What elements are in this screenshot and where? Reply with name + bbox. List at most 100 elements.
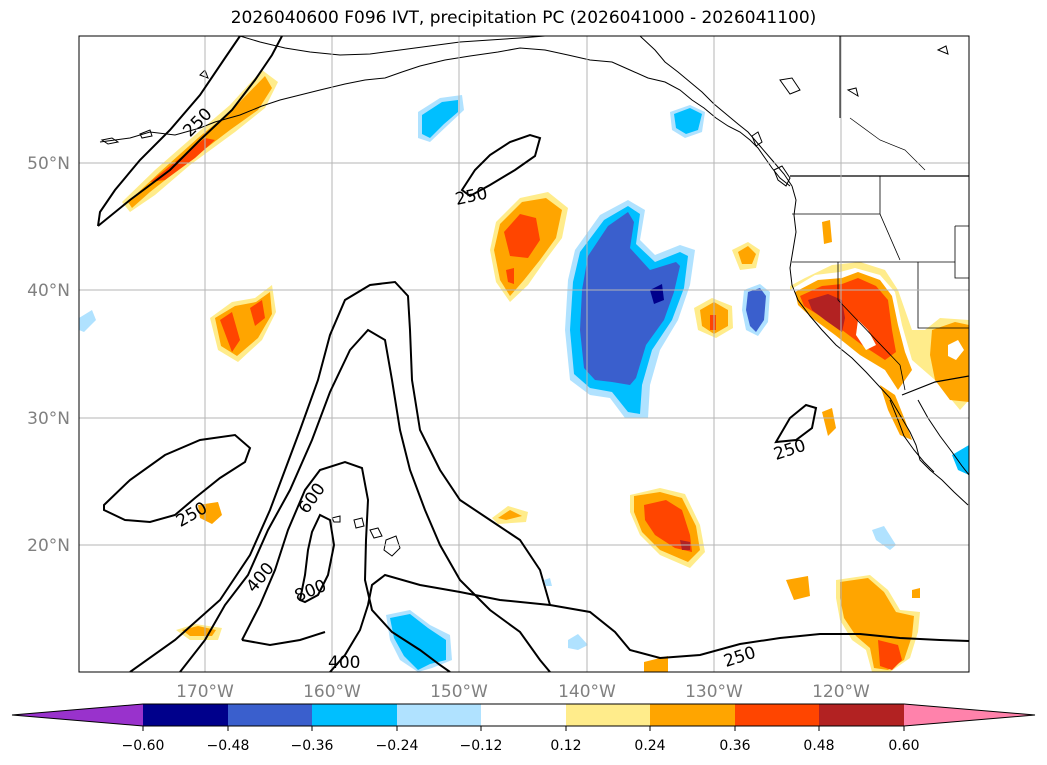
colorbar-tick-label: −0.24 xyxy=(376,738,419,754)
precip-region-132w-22n-core xyxy=(644,500,692,552)
lon-label: 120°W xyxy=(812,682,870,702)
coastline-us-west xyxy=(789,185,969,506)
island-aleutian-2 xyxy=(139,129,153,139)
precip-region-133w-10n xyxy=(644,656,668,672)
precip-region-118w-13n-inner xyxy=(840,578,914,670)
island-hawaii-4 xyxy=(331,515,341,523)
map-area xyxy=(79,36,969,672)
precip-region-az-blob-core xyxy=(948,340,964,360)
island-ak-pen xyxy=(199,69,209,79)
colorbar-tick-label: −0.36 xyxy=(291,738,334,754)
precip-region-170w-22n xyxy=(198,502,222,524)
lat-label: 20°N xyxy=(27,536,70,556)
island-hawaii-1 xyxy=(353,517,365,529)
colorbar-segment xyxy=(143,704,228,726)
island-haida xyxy=(751,131,763,147)
precip-region-141w-13n xyxy=(568,634,588,650)
lon-label: 130°W xyxy=(685,682,743,702)
precip-shading-negative xyxy=(79,95,969,672)
ivt-contour-600 xyxy=(241,460,451,672)
colorbar-segment xyxy=(312,704,397,726)
map-title: 2026040600 F096 IVT, precipitation PC (2… xyxy=(230,8,817,28)
ivt-contour-250-east xyxy=(774,403,818,444)
colorbar-tick-label: 0.60 xyxy=(888,738,919,754)
colorbar-extend-high xyxy=(904,704,1035,726)
precip-region-146w-42n-core xyxy=(504,214,540,284)
colorbar-tick-label: 0.36 xyxy=(719,738,750,754)
coastline-bc xyxy=(639,36,793,187)
colorbar-segment xyxy=(735,704,819,726)
colorbar-segment xyxy=(481,704,566,726)
coastline-baja xyxy=(889,399,935,473)
precip-region-127w-43n-inner xyxy=(738,246,756,264)
colorbar-tick-label: 0.24 xyxy=(634,738,665,754)
latitude-labels: 20°N 30°N 40°N 50°N xyxy=(27,154,70,556)
colorbar-tick-label: −0.48 xyxy=(207,738,250,754)
colorbar-tick-label: 0.48 xyxy=(803,738,834,754)
ivt-contour-250-south xyxy=(329,573,969,672)
precip-region-180w-38n xyxy=(79,310,96,332)
precip-region-152w-52n-inner xyxy=(422,100,458,138)
precip-region-125w-29n xyxy=(822,408,836,436)
ivt-contour-800 xyxy=(298,513,336,604)
colorbar-segment xyxy=(397,704,481,726)
island-aleutian-1 xyxy=(100,137,120,145)
precip-region-az-blob xyxy=(930,322,969,402)
border-ut xyxy=(917,262,969,329)
contour-label: 800 xyxy=(292,576,330,607)
precip-region-170w-13n-inner xyxy=(182,626,216,636)
precip-region-138w-35n-core xyxy=(580,212,680,385)
precip-region-118w-13n-core xyxy=(878,640,902,670)
island-small-3 xyxy=(846,87,859,98)
ivt-contour-250-west xyxy=(103,433,252,524)
precip-region-127w-38n-inner xyxy=(746,288,766,332)
border-ca-az xyxy=(899,364,906,391)
ivt-contour-250-central xyxy=(460,133,542,198)
colorbar: −0.60 −0.48 −0.36 −0.24 −0.12 0.12 0.24 … xyxy=(11,703,1036,754)
precip-region-168w-38n-core xyxy=(220,300,265,352)
ivt-contours xyxy=(97,36,969,672)
lon-label: 140°W xyxy=(558,682,616,702)
island-hawaii-2 xyxy=(369,527,383,539)
border-nv xyxy=(837,262,901,366)
precip-region-130w-38n-core xyxy=(710,315,716,330)
precip-region-117w-19n xyxy=(872,526,896,550)
colorbar-tick-label: −0.60 xyxy=(122,738,165,754)
colorbar-tick-label: −0.12 xyxy=(460,738,503,754)
colorbar-segment xyxy=(566,704,650,726)
colorbar-segment xyxy=(650,704,735,726)
border-us-mexico xyxy=(901,375,969,396)
precip-region-126w-43n-small xyxy=(822,220,832,244)
colorbar-extend-low xyxy=(12,704,143,726)
precip-region-143w-17n xyxy=(544,578,552,586)
lat-label: 50°N xyxy=(27,154,70,174)
lon-label: 170°W xyxy=(176,682,234,702)
lon-label: 160°W xyxy=(303,682,361,702)
colorbar-tick-labels: −0.60 −0.48 −0.36 −0.24 −0.12 0.12 0.24 … xyxy=(122,738,920,754)
political-borders xyxy=(790,36,969,396)
colorbar-segment xyxy=(228,704,312,726)
border-mt-wy xyxy=(954,225,969,279)
lat-label: 40°N xyxy=(27,281,70,301)
colorbar-ticks xyxy=(142,726,905,731)
border-canada-provinces xyxy=(849,117,926,171)
precip-region-112w-27n xyxy=(952,445,969,475)
precip-region-138w-35n-peak xyxy=(650,284,664,304)
precip-region-125w-15n xyxy=(786,576,810,600)
coastline-alaska-north xyxy=(239,36,546,56)
colorbar-tick-label: 0.12 xyxy=(550,738,581,754)
precip-region-157w-13n-inner xyxy=(390,614,446,670)
contour-label: 600 xyxy=(295,480,330,518)
coastline-alaska xyxy=(99,47,791,187)
island-vancouver xyxy=(773,165,791,187)
precip-region-california-peak xyxy=(808,294,845,332)
border-id xyxy=(879,176,901,261)
precip-region-130w-53n-inner xyxy=(674,108,702,134)
lon-label: 150°W xyxy=(430,682,488,702)
colorbar-segment xyxy=(819,704,904,726)
coastline-gulf-california xyxy=(917,399,969,476)
map-frame xyxy=(78,35,970,673)
precip-region-115w-16n xyxy=(912,588,920,598)
precip-region-nevada-hole xyxy=(856,320,876,350)
